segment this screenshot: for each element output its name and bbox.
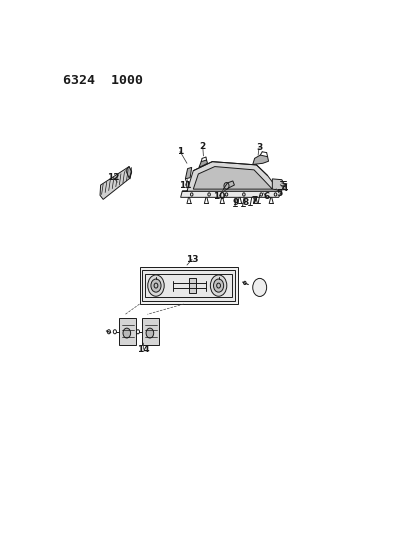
Circle shape [123, 328, 131, 338]
Text: 4: 4 [281, 184, 288, 193]
Polygon shape [142, 318, 160, 345]
Text: 13: 13 [186, 255, 198, 264]
Text: 6: 6 [264, 192, 270, 201]
Text: 7: 7 [251, 196, 258, 205]
Text: 10: 10 [213, 191, 225, 200]
Polygon shape [185, 167, 192, 179]
Text: 8: 8 [242, 198, 248, 207]
Circle shape [213, 279, 224, 292]
Text: 12: 12 [107, 173, 120, 182]
Circle shape [146, 328, 154, 338]
Polygon shape [182, 161, 279, 191]
Polygon shape [126, 166, 132, 178]
Circle shape [211, 275, 227, 296]
Polygon shape [223, 181, 234, 190]
Circle shape [253, 278, 267, 296]
Circle shape [151, 279, 161, 292]
Text: 6324  1000: 6324 1000 [63, 74, 143, 87]
Text: 9: 9 [232, 198, 239, 207]
Text: 14: 14 [137, 345, 150, 354]
Text: 5: 5 [276, 189, 282, 198]
Polygon shape [140, 267, 237, 304]
Circle shape [148, 275, 164, 296]
Polygon shape [119, 318, 136, 345]
Text: 3: 3 [256, 143, 262, 152]
Polygon shape [273, 179, 284, 190]
Polygon shape [142, 270, 235, 301]
Polygon shape [253, 155, 268, 165]
Polygon shape [189, 278, 196, 293]
Polygon shape [100, 166, 132, 199]
Text: 11: 11 [179, 181, 192, 190]
Polygon shape [199, 160, 208, 167]
Polygon shape [181, 191, 282, 197]
Text: 1: 1 [177, 147, 183, 156]
Polygon shape [193, 166, 273, 189]
Text: 2: 2 [200, 142, 206, 151]
